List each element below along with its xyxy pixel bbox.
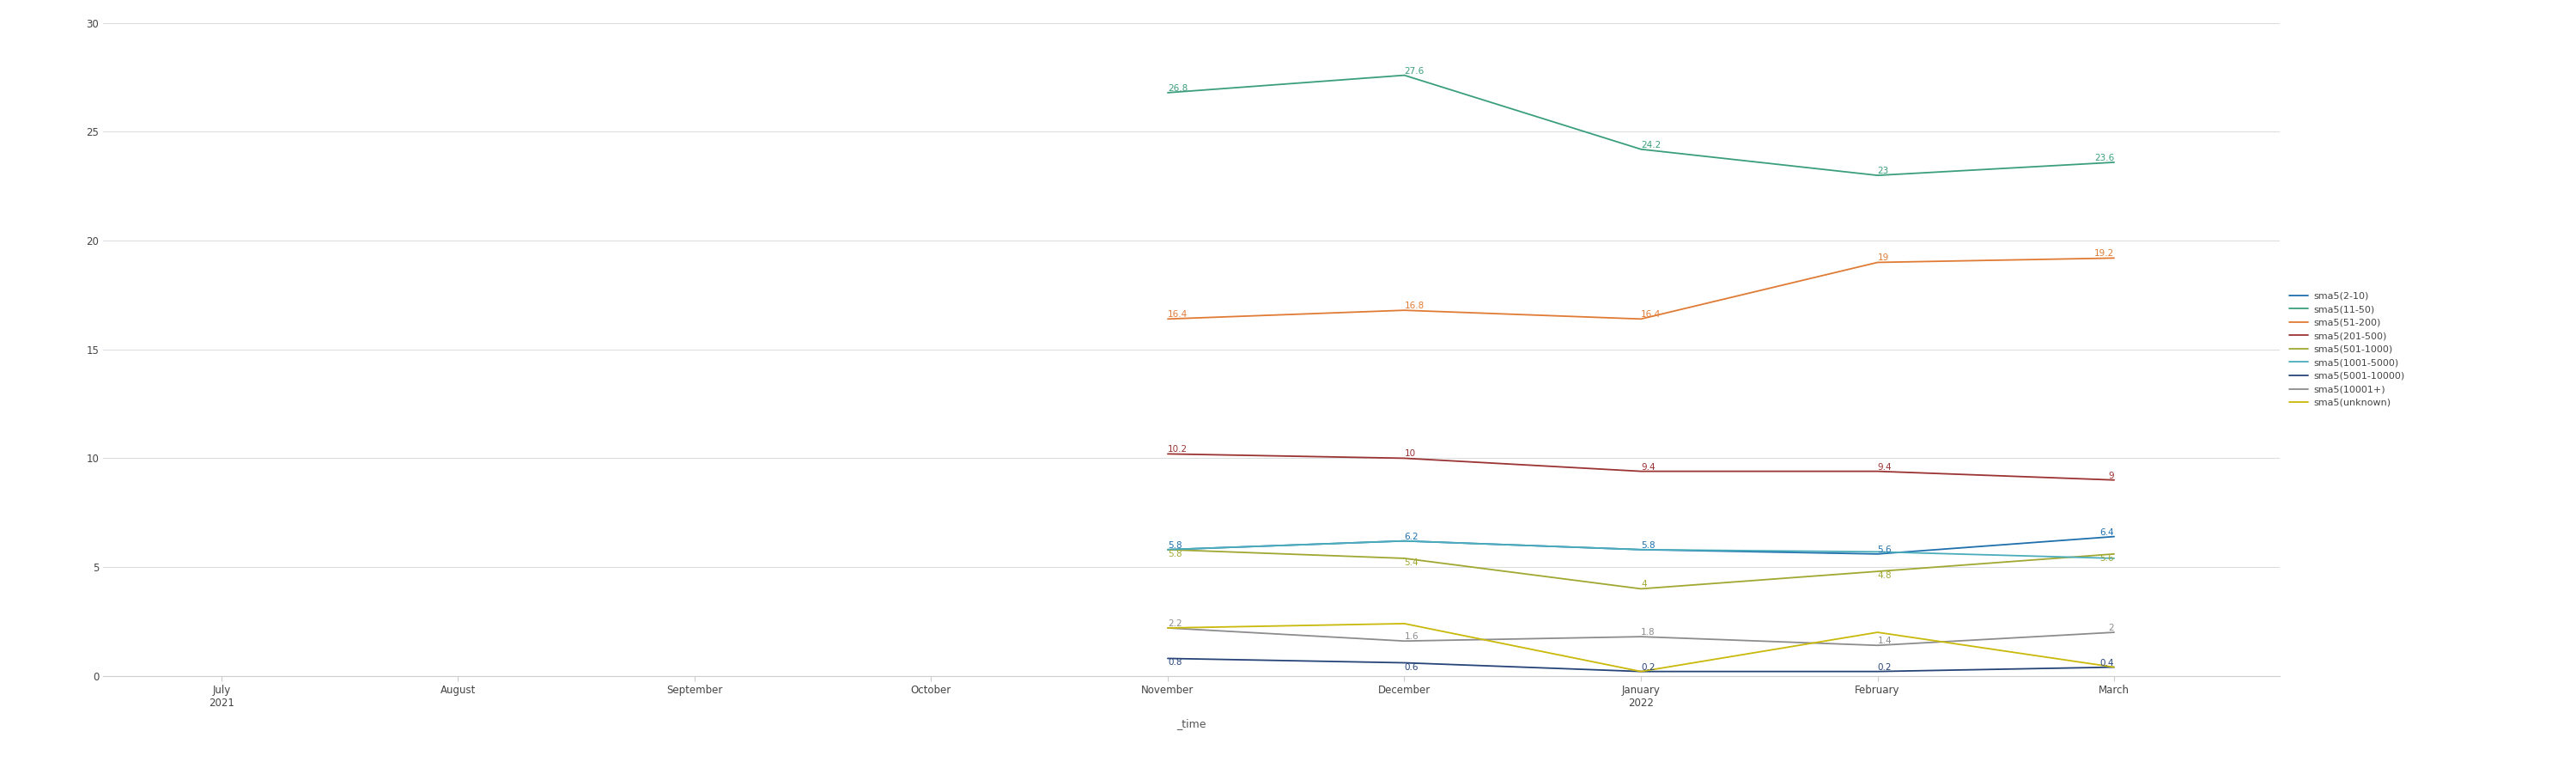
Line: sma5(unknown): sma5(unknown) [1167,624,2115,671]
sma5(unknown) [1862,627,1893,637]
Text: 4.8: 4.8 [1878,571,1891,580]
Text: 6.4: 6.4 [2099,528,2115,537]
sma5(10001+) [1625,632,1656,641]
sma5(5001-10000) [1388,658,1419,667]
Text: 1.4: 1.4 [1878,637,1891,645]
sma5(201-500) [1388,454,1419,463]
Text: 1.6: 1.6 [1404,632,1419,641]
sma5(5001-10000) [2099,663,2130,672]
Text: 16.8: 16.8 [1404,302,1425,310]
sma5(51-200) [2099,253,2130,263]
Text: 5.6: 5.6 [1878,545,1891,554]
sma5(11-50) [2099,157,2130,167]
sma5(2-10) [2099,532,2130,541]
Line: sma5(1001-5000): sma5(1001-5000) [1167,541,2115,558]
Text: 2.2: 2.2 [1167,619,1182,628]
sma5(51-200) [1388,306,1419,315]
sma5(201-500) [1862,467,1893,476]
Text: 19: 19 [1878,253,1888,263]
Text: 9.4: 9.4 [1641,462,1656,472]
Line: sma5(201-500): sma5(201-500) [1167,454,2115,480]
Text: 2: 2 [2107,624,2115,632]
Text: 27.6: 27.6 [1404,67,1425,75]
Line: sma5(10001+): sma5(10001+) [1167,628,2115,645]
sma5(201-500) [2099,475,2130,485]
Text: 9.4: 9.4 [1878,462,1891,472]
sma5(11-50) [1388,71,1419,80]
sma5(1001-5000) [1862,547,1893,556]
Text: 5.8: 5.8 [1167,550,1182,558]
sma5(unknown) [1625,667,1656,676]
sma5(501-1000) [1862,567,1893,576]
sma5(501-1000) [1388,554,1419,563]
sma5(2-10) [1151,545,1182,554]
Text: 0.2: 0.2 [1878,663,1891,671]
sma5(10001+) [1862,641,1893,650]
sma5(501-1000) [2099,549,2130,558]
Text: 0.8: 0.8 [1167,658,1182,667]
sma5(1001-5000) [2099,554,2130,563]
sma5(10001+) [2099,627,2130,637]
sma5(unknown) [1388,619,1419,628]
Legend: sma5(2-10), sma5(11-50), sma5(51-200), sma5(201-500), sma5(501-1000), sma5(1001-: sma5(2-10), sma5(11-50), sma5(51-200), s… [2290,292,2406,407]
sma5(10001+) [1151,624,1182,633]
sma5(1001-5000) [1151,545,1182,554]
Text: 26.8: 26.8 [1167,84,1188,93]
Text: 5.4: 5.4 [1404,558,1419,567]
sma5(2-10) [1862,549,1893,558]
sma5(5001-10000) [1151,654,1182,663]
sma5(11-50) [1625,144,1656,154]
Text: 16.4: 16.4 [1167,310,1188,319]
sma5(10001+) [1388,637,1419,646]
Text: 0.2: 0.2 [1641,663,1656,671]
Text: 0.6: 0.6 [1404,663,1419,671]
sma5(11-50) [1862,170,1893,180]
Text: 0.4: 0.4 [2099,658,2115,667]
sma5(5001-10000) [1625,667,1656,676]
Text: 4: 4 [1641,580,1646,589]
sma5(51-200) [1625,314,1656,323]
sma5(2-10) [1388,536,1419,545]
Text: 9: 9 [2107,472,2115,480]
Line: sma5(2-10): sma5(2-10) [1167,537,2115,554]
Text: 23.6: 23.6 [2094,154,2115,162]
Text: 24.2: 24.2 [1641,141,1662,149]
sma5(201-500) [1151,449,1182,458]
sma5(unknown) [1151,624,1182,633]
Text: 1.8: 1.8 [1641,628,1656,637]
sma5(unknown) [2099,663,2130,672]
sma5(5001-10000) [1862,667,1893,676]
sma5(51-200) [1862,258,1893,267]
sma5(201-500) [1625,467,1656,476]
Text: 5.8: 5.8 [1167,541,1182,550]
Line: sma5(11-50): sma5(11-50) [1167,75,2115,175]
Line: sma5(5001-10000): sma5(5001-10000) [1167,658,2115,671]
Line: sma5(51-200): sma5(51-200) [1167,258,2115,319]
Text: 10: 10 [1404,449,1417,458]
Text: 6.2: 6.2 [1404,532,1419,541]
Text: 5.8: 5.8 [1641,541,1656,550]
Text: 5.6: 5.6 [2099,554,2115,563]
sma5(11-50) [1151,88,1182,98]
sma5(1001-5000) [1625,545,1656,554]
sma5(501-1000) [1625,584,1656,594]
sma5(1001-5000) [1388,536,1419,545]
sma5(2-10) [1625,545,1656,554]
X-axis label: _time: _time [1177,718,1206,730]
sma5(51-200) [1151,314,1182,323]
Text: 16.4: 16.4 [1641,310,1662,319]
Text: 19.2: 19.2 [2094,250,2115,258]
sma5(501-1000) [1151,545,1182,554]
Text: 10.2: 10.2 [1167,445,1188,454]
Text: 23: 23 [1878,167,1888,175]
Line: sma5(501-1000): sma5(501-1000) [1167,550,2115,589]
